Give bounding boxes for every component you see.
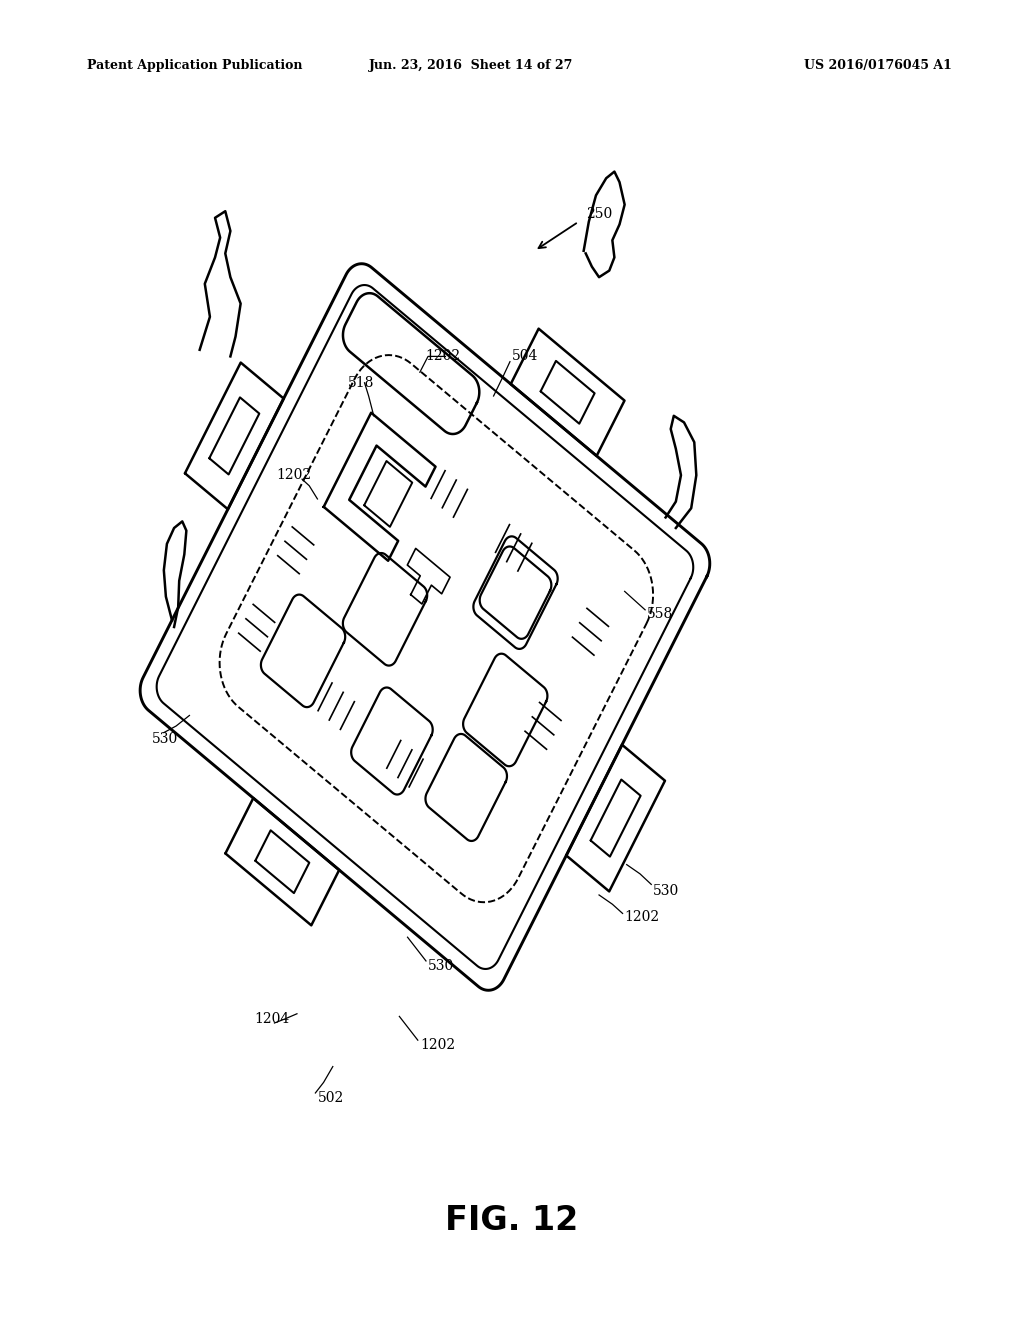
Text: 1202: 1202 <box>425 350 460 363</box>
Text: 530: 530 <box>653 884 680 898</box>
Text: 1202: 1202 <box>625 911 659 924</box>
Text: 518: 518 <box>348 376 375 389</box>
Text: Jun. 23, 2016  Sheet 14 of 27: Jun. 23, 2016 Sheet 14 of 27 <box>369 59 573 73</box>
Text: 1202: 1202 <box>276 469 311 482</box>
Text: 530: 530 <box>152 733 178 746</box>
Text: 558: 558 <box>647 607 674 620</box>
Text: Patent Application Publication: Patent Application Publication <box>87 59 302 73</box>
Text: FIG. 12: FIG. 12 <box>445 1204 579 1238</box>
Text: 504: 504 <box>512 350 539 363</box>
Text: 1202: 1202 <box>420 1039 455 1052</box>
Text: 502: 502 <box>317 1092 344 1105</box>
Text: US 2016/0176045 A1: US 2016/0176045 A1 <box>805 59 952 73</box>
Text: 1204: 1204 <box>254 1012 289 1026</box>
Text: 250: 250 <box>586 207 612 220</box>
Text: 530: 530 <box>428 960 455 973</box>
